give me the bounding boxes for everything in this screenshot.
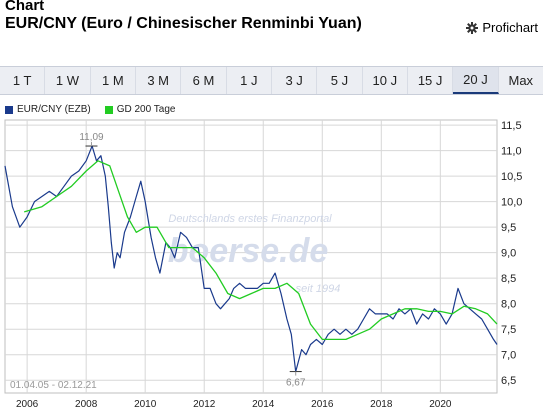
tab-1j[interactable]: 1 J	[227, 67, 272, 94]
profichart-label: Profichart	[482, 20, 538, 35]
tab-label: 3 M	[147, 73, 169, 88]
y-tick-label: 9,5	[501, 222, 516, 234]
watermark-logo: boerse.de	[168, 232, 329, 270]
tab-label: Max	[508, 73, 534, 88]
legend-label-ma: GD 200 Tage	[116, 104, 176, 115]
chart-header-label: Chart	[5, 0, 45, 14]
y-tick-label: 10,5	[501, 171, 522, 183]
series-line-gd200	[24, 160, 498, 341]
min-value-label: 6,67	[286, 378, 306, 389]
tab-6m[interactable]: 6 M	[181, 67, 227, 94]
x-tick-label: 2020	[429, 399, 452, 410]
x-tick-label: 2018	[370, 399, 393, 410]
legend-item-main: EUR/CNY (EZB)	[5, 104, 91, 115]
tab-3m[interactable]: 3 M	[136, 67, 182, 94]
tab-label: 1 M	[101, 73, 124, 88]
tab-label: 1 J	[240, 73, 258, 88]
date-range-label: 01.04.05 - 02.12.21	[10, 380, 97, 391]
legend-item-ma: GD 200 Tage	[104, 104, 176, 115]
tab-3j[interactable]: 3 J	[272, 67, 318, 94]
tab-10j[interactable]: 10 J	[363, 67, 408, 94]
y-tick-label: 7,0	[501, 350, 516, 362]
tab-label: 6 M	[192, 73, 215, 88]
x-tick-label: 2016	[311, 399, 334, 410]
series-line-eur-cny	[4, 145, 498, 373]
page-title: EUR/CNY (Euro / Chinesischer Renminbi Yu…	[5, 15, 362, 32]
tab-1t[interactable]: 1 T	[0, 67, 46, 94]
tab-1m[interactable]: 1 M	[91, 67, 136, 94]
gear-icon	[466, 21, 479, 34]
x-tick-label: 2008	[75, 399, 98, 410]
y-tick-label: 10,0	[501, 197, 522, 209]
max-value-label: 11,09	[79, 132, 104, 143]
y-tick-label: 9,0	[501, 248, 516, 260]
legend-swatch-main	[5, 105, 13, 114]
watermark-since: seit 1994	[296, 283, 341, 295]
y-tick-label: 7,5	[501, 324, 516, 336]
tab-15j[interactable]: 15 J	[408, 67, 454, 94]
plot-area	[4, 119, 498, 394]
tab-label: 1 T	[12, 73, 32, 88]
tab-max[interactable]: Max	[499, 67, 543, 94]
x-tick-label: 2014	[252, 399, 275, 410]
tab-label: 1 W	[55, 73, 80, 88]
tab-label: 15 J	[417, 73, 443, 88]
y-tick-label: 11,0	[501, 146, 522, 158]
tab-label: 3 J	[285, 73, 303, 88]
x-tick-label: 2012	[193, 399, 216, 410]
timeframe-tabs: 1 T 1 W 1 M 3 M 6 M 1 J 3 J 5 J 10 J 15 …	[0, 66, 543, 95]
tab-label: 20 J	[463, 72, 488, 87]
tab-20j[interactable]: 20 J	[453, 67, 499, 94]
tab-5j[interactable]: 5 J	[317, 67, 363, 94]
legend-swatch-ma	[104, 105, 113, 114]
tab-label: 10 J	[372, 73, 398, 88]
chart-legend: EUR/CNY (EZB) GD 200 Tage	[5, 104, 175, 115]
profichart-button[interactable]: Profichart	[466, 20, 538, 35]
x-tick-label: 2010	[134, 399, 157, 410]
y-tick-label: 11,5	[501, 120, 522, 132]
legend-label-main: EUR/CNY (EZB)	[17, 104, 91, 115]
watermark-tagline: Deutschlands erstes Finanzportal	[168, 213, 332, 225]
y-tick-label: 6,5	[501, 375, 516, 387]
tab-label: 5 J	[330, 73, 349, 88]
x-tick-label: 2006	[16, 399, 39, 410]
y-tick-label: 8,5	[501, 273, 516, 285]
tab-1w[interactable]: 1 W	[45, 67, 91, 94]
y-tick-label: 8,0	[501, 299, 516, 311]
